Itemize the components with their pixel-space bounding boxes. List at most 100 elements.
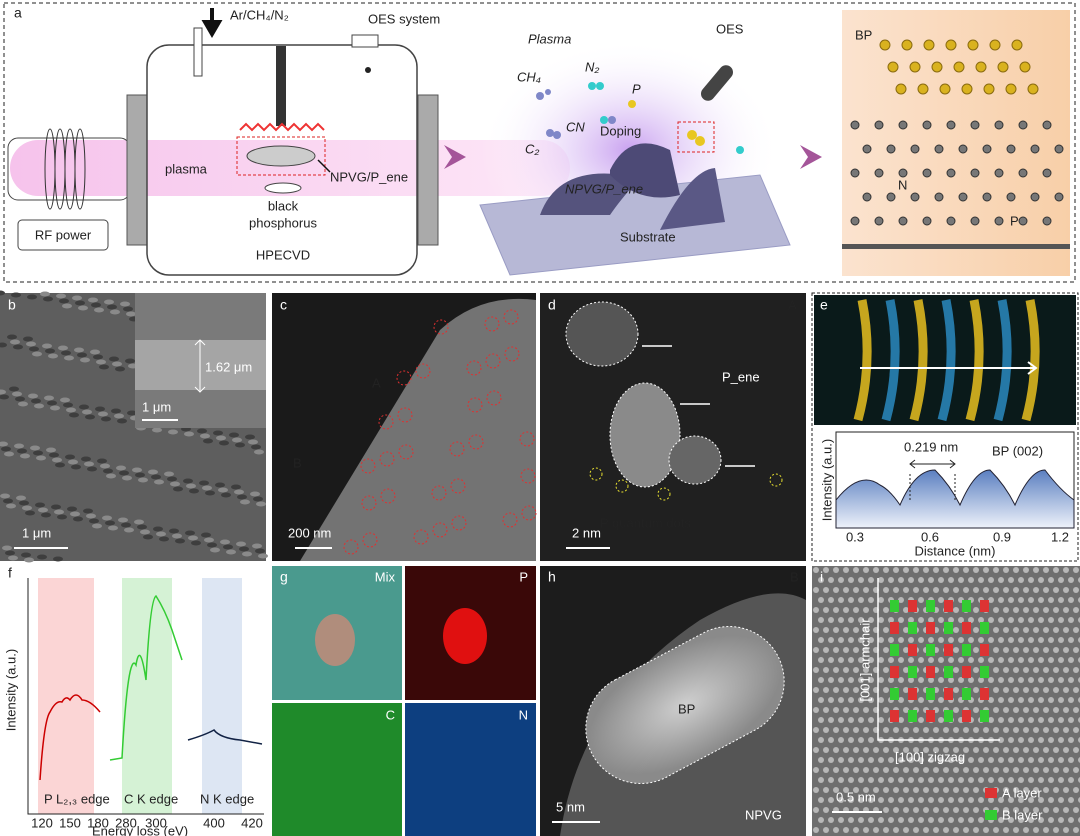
grain: [25, 510, 35, 516]
atom-spot: [1043, 687, 1049, 693]
grain: [218, 487, 228, 493]
atom-spot: [828, 757, 834, 763]
grain: [29, 346, 39, 352]
atom-spot: [878, 777, 884, 783]
grain: [73, 516, 83, 522]
coil: [44, 128, 86, 210]
region-b: B: [293, 455, 302, 470]
grain: [143, 534, 153, 540]
c-atom: [958, 192, 968, 202]
p-atom: [945, 39, 957, 51]
atom-spot: [1038, 577, 1044, 583]
grain: [0, 342, 7, 348]
atom-spot: [933, 747, 939, 753]
atom-spot: [963, 787, 969, 793]
atom-spot: [1028, 597, 1034, 603]
atom-spot: [918, 597, 924, 603]
grain: [115, 366, 125, 372]
atom-spot: [823, 567, 829, 573]
atom-spot: [1013, 567, 1019, 573]
atom-spot: [1033, 587, 1039, 593]
atom-spot: [998, 637, 1004, 643]
atom-spot: [1048, 617, 1054, 623]
atom-spot: [818, 757, 824, 763]
x-tick-label: 0.3: [846, 529, 864, 544]
atom-spot: [883, 827, 889, 833]
atom-spot: [973, 647, 979, 653]
atom-spot: [878, 657, 884, 663]
atom-spot: [843, 567, 849, 573]
atom-spot: [1028, 817, 1034, 823]
atom-spot: [823, 647, 829, 653]
panel-f: f Intensity (a.u.) P L₂,₃ edge C K edge …: [3, 565, 264, 836]
atom-spot: [843, 627, 849, 633]
dots-label: P quantum dots: [600, 515, 691, 530]
atom-spot: [958, 797, 964, 803]
atom-spot: [828, 777, 834, 783]
grain: [1, 446, 11, 452]
lattice-site: [926, 600, 935, 612]
atom-spot: [848, 737, 854, 743]
grain: [24, 557, 34, 563]
atom-spot: [933, 567, 939, 573]
atom-spot: [968, 637, 974, 643]
grain: [220, 539, 230, 545]
atom-spot: [913, 587, 919, 593]
panel-label: a: [14, 5, 22, 21]
atom-spot: [883, 567, 889, 573]
atom-spot: [903, 827, 909, 833]
grain: [45, 348, 55, 354]
grain: [82, 409, 92, 415]
atom-spot: [953, 747, 959, 753]
grain: [80, 357, 90, 363]
atom-spot: [928, 637, 934, 643]
atom-spot: [1008, 617, 1014, 623]
atom-spot: [868, 637, 874, 643]
grain: [79, 404, 89, 410]
lattice-site: [944, 710, 953, 722]
atom-spot: [998, 597, 1004, 603]
atom-spot: [973, 807, 979, 813]
atom-spot: [888, 817, 894, 823]
grain: [123, 306, 133, 312]
atom-spot: [1038, 737, 1044, 743]
lattice-site: [908, 666, 917, 678]
atom-spot: [833, 787, 839, 793]
panel-border: [3, 2, 1076, 283]
atom-spot: [933, 807, 939, 813]
cn: CN: [566, 119, 585, 134]
grain: [231, 484, 241, 490]
grain: [205, 490, 215, 496]
grain: [0, 290, 5, 296]
atom-spot: [928, 817, 934, 823]
atom-spot: [988, 597, 994, 603]
atom-spot: [1003, 807, 1009, 813]
grain: [43, 296, 53, 302]
lattice-site: [980, 644, 989, 656]
x-tick-label: 180: [87, 815, 109, 830]
scale: 1 μm: [22, 525, 51, 540]
atom-spot: [1013, 787, 1019, 793]
c-atom: [1042, 120, 1052, 130]
atom-spot: [958, 757, 964, 763]
atom-spot: [1073, 787, 1079, 793]
atom-spot: [888, 577, 894, 583]
atom-spot: [1018, 617, 1024, 623]
c-atom: [982, 192, 992, 202]
atom-spot: [993, 747, 999, 753]
c-atom: [874, 120, 884, 130]
atom-spot: [988, 617, 994, 623]
grain: [19, 500, 29, 506]
flange: [417, 94, 439, 246]
atom-spot: [823, 787, 829, 793]
atom-spot: [898, 597, 904, 603]
atom-spot: [958, 617, 964, 623]
atom-spot: [838, 697, 844, 703]
atom-spot: [1023, 767, 1029, 773]
grain: [31, 398, 41, 404]
atom-spot: [858, 637, 864, 643]
atom-spot: [1003, 567, 1009, 573]
plasma-label: plasma: [165, 161, 208, 176]
atom-spot: [1063, 647, 1069, 653]
atom-spot: [943, 787, 949, 793]
